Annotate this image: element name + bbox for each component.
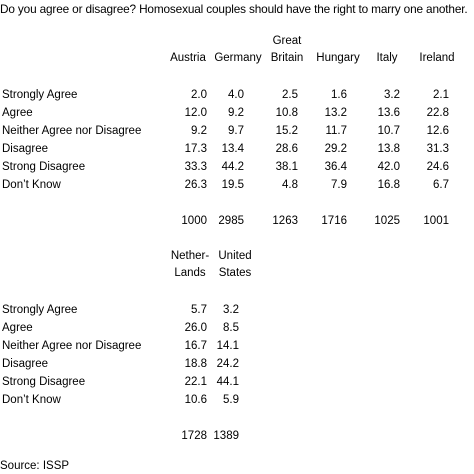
column-header-line1: Great [272,35,302,47]
column-header: Italy [376,52,398,64]
table-cell: 9.2 [191,125,207,137]
column-header: Lands [174,267,206,279]
column-header: Austria [170,52,206,64]
table-cell: 38.1 [275,161,298,173]
table-cell: 11.7 [325,125,347,137]
row-label: Strong Disagree [2,376,86,388]
row-label: Disagree [2,358,49,370]
table-cell: 22.8 [426,107,449,119]
table-cell: 12.6 [426,125,449,137]
table-cell: 10.6 [184,394,207,406]
column-header: Hungary [316,52,360,64]
table-cell: 8.5 [223,322,239,334]
source-note: Source: ISSP [0,460,70,472]
table-cell: 24.6 [426,161,449,173]
table-cell: 5.9 [223,394,239,406]
table-cell: 29.2 [324,143,347,155]
total-cell: 1263 [272,215,298,227]
row-label: Don’t Know [2,394,61,406]
row-label: Neither Agree nor Disagree [2,125,142,137]
table-cell: 44.2 [221,161,244,173]
table-cell: 4.8 [282,179,298,191]
row-label: Strongly Agree [2,304,78,316]
table-cell: 13.4 [221,143,244,155]
row-label: Disagree [2,143,49,155]
total-cell: 1716 [321,215,347,227]
column-header-line1: United [218,250,252,262]
table-cell: 13.8 [377,143,400,155]
table-cell: 16.8 [377,179,400,191]
table-cell: 14.1 [216,340,239,352]
column-header: Britain [270,52,304,64]
total-cell: 1025 [374,215,400,227]
table-cell: 19.5 [221,179,244,191]
table-cell: 9.2 [228,107,244,119]
total-cell: 1389 [213,430,239,442]
row-label: Strong Disagree [2,161,86,173]
column-header: States [218,267,252,279]
table-cell: 13.6 [377,107,400,119]
table-cell: 15.2 [275,125,298,137]
table-cell: 12.0 [184,107,207,119]
table-cell: 33.3 [184,161,207,173]
table-cell: 28.6 [275,143,298,155]
table-cell: 16.7 [184,340,207,352]
table-cell: 2.5 [282,89,298,101]
table-cell: 1.6 [331,89,347,101]
table-cell: 26.3 [184,179,207,191]
row-label: Neither Agree nor Disagree [2,340,142,352]
row-label: Agree [2,322,33,334]
total-cell: 1000 [181,215,207,227]
table-cell: 4.0 [228,89,244,101]
table-cell: 2.1 [433,89,449,101]
table-cell: 31.3 [426,143,449,155]
total-cell: 1728 [181,430,207,442]
total-cell: 1001 [423,215,449,227]
table-cell: 5.7 [191,304,207,316]
question-text: Do you agree or disagree? Homosexual cou… [0,2,468,16]
table-cell: 13.2 [324,107,347,119]
table-cell: 26.0 [184,322,207,334]
column-header: Ireland [419,52,455,64]
table-cell: 24.2 [216,358,239,370]
table-cell: 3.2 [384,89,400,101]
table-cell: 10.8 [275,107,298,119]
table-cell: 18.8 [184,358,207,370]
table-cell: 3.2 [223,304,239,316]
total-cell: 2985 [218,215,244,227]
table-cell: 36.4 [324,161,347,173]
column-header-line1: Nether- [170,250,210,262]
table-cell: 2.0 [191,89,207,101]
row-label: Agree [2,107,33,119]
table-cell: 7.9 [331,179,347,191]
table-cell: 6.7 [433,179,449,191]
row-label: Don’t Know [2,179,61,191]
table-cell: 42.0 [377,161,400,173]
column-header: Germany [214,52,262,64]
table-cell: 9.7 [228,125,244,137]
row-label: Strongly Agree [2,89,78,101]
table-cell: 17.3 [184,143,207,155]
table-cell: 44.1 [216,376,239,388]
table-cell: 10.7 [377,125,400,137]
table-cell: 22.1 [184,376,207,388]
